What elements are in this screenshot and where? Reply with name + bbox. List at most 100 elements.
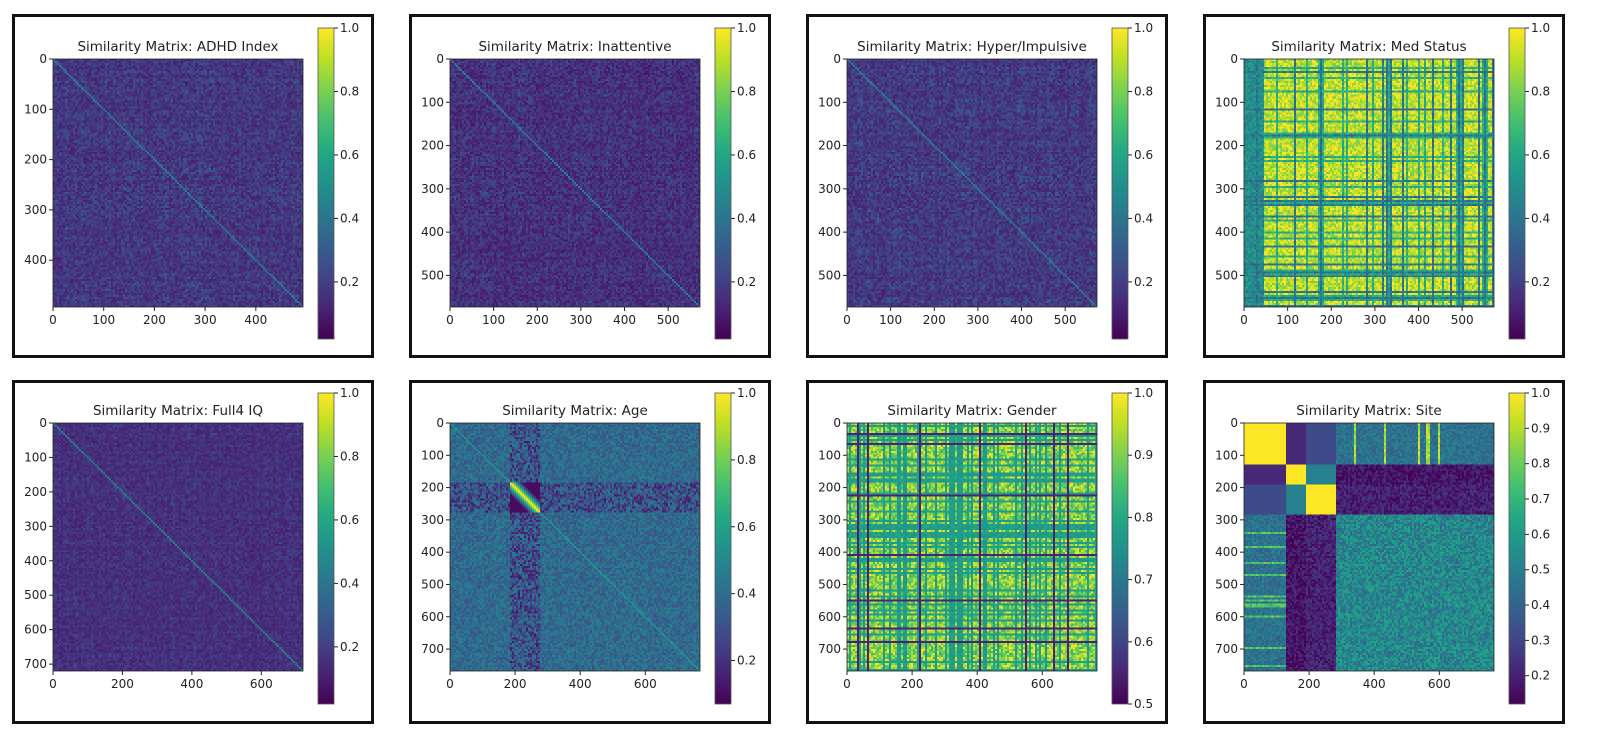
- colorbar: [317, 27, 335, 340]
- colorbar-tick-label: 0.9: [1531, 421, 1550, 435]
- colorbar: [1111, 392, 1129, 705]
- colorbar: [714, 392, 732, 705]
- y-tick-label: 600: [1215, 610, 1238, 624]
- x-tick-label: 200: [143, 313, 166, 327]
- colorbar-tick-label: 0.8: [737, 84, 756, 98]
- y-tick-label: 300: [818, 513, 841, 527]
- y-tick-label: 0: [436, 52, 444, 66]
- heatmap-image: [1244, 59, 1494, 307]
- y-tick-label: 400: [24, 253, 47, 267]
- heatmap-chart: Similarity Matrix: Full4 IQ 0 200 400 600 0 10…: [24, 386, 359, 705]
- colorbar-tick-label: 0.6: [1134, 635, 1153, 649]
- y-tick-label: 300: [1215, 513, 1238, 527]
- heatmap-panel: Similarity Matrix: Full4 IQ 0 200 400 600 0 10…: [12, 380, 374, 724]
- y-tick-label: 300: [818, 182, 841, 196]
- x-tick-label: 400: [569, 677, 592, 691]
- colorbar-tick-label: 0.6: [1531, 527, 1550, 541]
- colorbar-tick-label: 0.2: [737, 654, 756, 668]
- chart-title: Similarity Matrix: Med Status: [1271, 39, 1466, 55]
- heatmap-panel: Similarity Matrix: Site 0 200 400 600 0 100 200…: [1203, 380, 1565, 724]
- chart-title: Similarity Matrix: Hyper/Impulsive: [857, 39, 1087, 55]
- colorbar: [1508, 27, 1526, 340]
- x-tick-label: 0: [843, 313, 851, 327]
- y-tick-label: 0: [436, 416, 444, 430]
- y-tick-label: 200: [818, 139, 841, 153]
- x-tick-label: 0: [1240, 677, 1248, 691]
- x-tick-label: 0: [1240, 313, 1248, 327]
- y-tick-label: 0: [39, 52, 47, 66]
- colorbar-tick-label: 0.6: [340, 148, 359, 162]
- y-tick-label: 0: [1230, 416, 1238, 430]
- colorbar: [1508, 392, 1526, 705]
- y-tick-label: 100: [24, 450, 47, 464]
- y-tick-label: 600: [818, 610, 841, 624]
- y-tick-label: 100: [818, 95, 841, 109]
- y-tick-label: 600: [24, 623, 47, 637]
- colorbar: [714, 27, 732, 340]
- y-tick-label: 200: [421, 481, 444, 495]
- colorbar-tick-label: 1.0: [1531, 21, 1550, 35]
- colorbar-tick-label: 0.2: [1531, 275, 1550, 289]
- y-tick-label: 500: [421, 268, 444, 282]
- y-tick-label: 500: [24, 588, 47, 602]
- colorbar-tick-label: 0.6: [737, 520, 756, 534]
- heatmap-image: [53, 423, 303, 671]
- y-tick-label: 500: [1215, 577, 1238, 591]
- x-tick-label: 200: [504, 677, 527, 691]
- heatmap-chart: Similarity Matrix: ADHD Index 0 100 200 300 4…: [24, 21, 359, 340]
- colorbar-tick-label: 0.4: [1531, 598, 1550, 612]
- y-tick-label: 200: [818, 481, 841, 495]
- heatmap-image: [53, 59, 303, 307]
- colorbar-tick-label: 0.4: [1531, 211, 1550, 225]
- colorbar-tick-label: 0.8: [1531, 84, 1550, 98]
- colorbar-tick-label: 0.6: [737, 148, 756, 162]
- y-tick-label: 700: [1215, 642, 1238, 656]
- y-tick-label: 200: [1215, 139, 1238, 153]
- y-tick-label: 300: [24, 519, 47, 533]
- y-tick-label: 400: [24, 554, 47, 568]
- heatmap-panel: Similarity Matrix: Gender 0 200 400 600 0 100 2…: [806, 380, 1168, 724]
- x-tick-label: 400: [244, 313, 267, 327]
- colorbar-tick-label: 0.4: [737, 211, 756, 225]
- colorbar-tick-label: 0.6: [340, 513, 359, 527]
- heatmap-panel: Similarity Matrix: Hyper/Impulsive 0 100 20…: [806, 14, 1168, 358]
- y-tick-label: 0: [1230, 52, 1238, 66]
- x-tick-label: 400: [613, 313, 636, 327]
- heatmap-chart: Similarity Matrix: Inattentive 0 100 200 300…: [421, 21, 756, 340]
- colorbar: [1111, 27, 1129, 340]
- colorbar-tick-label: 0.5: [1531, 563, 1550, 577]
- y-tick-label: 0: [833, 416, 841, 430]
- x-tick-label: 200: [1320, 313, 1343, 327]
- y-tick-label: 100: [1215, 95, 1238, 109]
- x-tick-label: 300: [1363, 313, 1386, 327]
- y-tick-label: 200: [1215, 481, 1238, 495]
- x-tick-label: 100: [92, 313, 115, 327]
- heatmap-panel: Similarity Matrix: Med Status 0 100 200 300 4…: [1203, 14, 1565, 358]
- chart-title: Similarity Matrix: Inattentive: [478, 39, 671, 55]
- heatmap-panel: Similarity Matrix: Inattentive 0 100 200 300…: [409, 14, 771, 358]
- colorbar-tick-label: 0.4: [340, 576, 359, 590]
- y-tick-label: 700: [818, 642, 841, 656]
- y-tick-label: 0: [833, 52, 841, 66]
- colorbar-tick-label: 1.0: [737, 21, 756, 35]
- x-tick-label: 300: [966, 313, 989, 327]
- colorbar-tick-label: 0.4: [737, 587, 756, 601]
- x-tick-label: 600: [1428, 677, 1451, 691]
- x-tick-label: 600: [250, 677, 273, 691]
- x-tick-label: 100: [879, 313, 902, 327]
- colorbar-tick-label: 0.8: [737, 453, 756, 467]
- x-tick-label: 0: [446, 313, 454, 327]
- y-tick-label: 100: [1215, 448, 1238, 462]
- y-tick-label: 300: [24, 203, 47, 217]
- y-tick-label: 400: [818, 225, 841, 239]
- colorbar-tick-label: 1.0: [1134, 21, 1153, 35]
- y-tick-label: 400: [421, 545, 444, 559]
- x-tick-label: 0: [843, 677, 851, 691]
- colorbar-tick-label: 0.2: [737, 275, 756, 289]
- chart-title: Similarity Matrix: Gender: [887, 403, 1057, 419]
- colorbar-tick-label: 1.0: [1134, 386, 1153, 400]
- chart-title: Similarity Matrix: Age: [502, 403, 648, 419]
- colorbar-tick-label: 0.7: [1134, 573, 1153, 587]
- x-tick-label: 200: [111, 677, 134, 691]
- x-tick-label: 400: [1363, 677, 1386, 691]
